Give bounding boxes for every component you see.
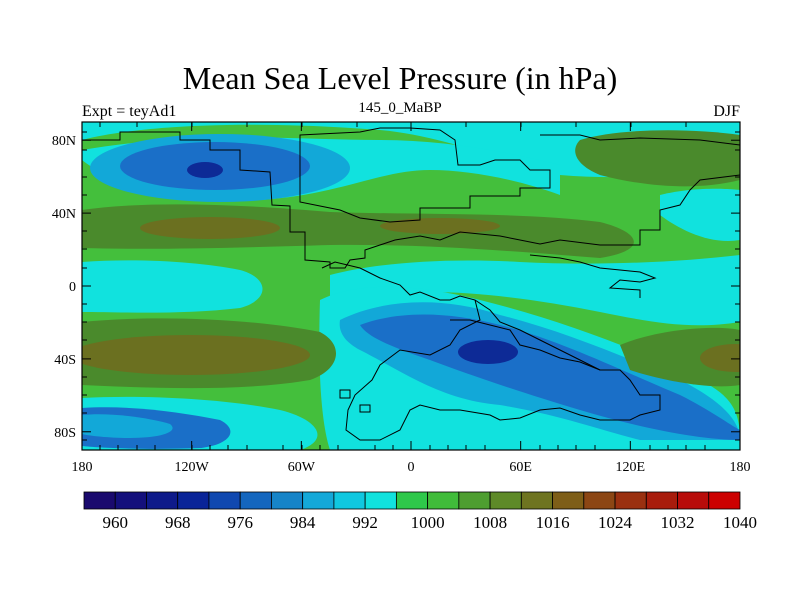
colorbar-swatch bbox=[395, 491, 429, 510]
contour-darkblue-north bbox=[187, 162, 223, 178]
colorbar-swatch bbox=[645, 491, 678, 510]
minor-ticks bbox=[82, 122, 740, 450]
coastlines bbox=[82, 127, 740, 441]
x-tick-label: 0 bbox=[408, 460, 415, 475]
colorbar-swatch bbox=[83, 491, 116, 510]
colorbar-label: 992 bbox=[352, 513, 378, 532]
colorbar-label: 1000 bbox=[411, 513, 445, 532]
contour-cyan-trop-west bbox=[82, 260, 263, 313]
colorbar-swatch bbox=[708, 491, 741, 510]
contour-cyan-trop-east bbox=[330, 255, 740, 326]
contour-blue-south bbox=[360, 314, 740, 440]
y-tick-label: 0 bbox=[69, 280, 76, 295]
colorbar-label: 976 bbox=[227, 513, 253, 532]
colorbar-label: 1016 bbox=[536, 513, 570, 532]
season-label: DJF bbox=[713, 103, 740, 120]
y-tick-label: 40S bbox=[54, 353, 76, 368]
colorbar-swatch bbox=[333, 491, 366, 510]
colorbar-swatch bbox=[427, 491, 460, 510]
colorbar-swatch bbox=[489, 491, 522, 510]
y-tick-label: 80S bbox=[54, 426, 76, 441]
colorbar-swatch bbox=[177, 491, 210, 510]
contour-sky-so bbox=[82, 414, 173, 438]
time-label: 145_0_MaBP bbox=[358, 100, 442, 116]
y-axis-ticks: 80N 40N 0 40S 80S bbox=[52, 134, 740, 441]
colorbar-swatch bbox=[677, 491, 710, 510]
colorbar-label: 984 bbox=[290, 513, 316, 532]
colorbar-label: 1024 bbox=[598, 513, 633, 532]
contour-cyan-north bbox=[82, 122, 740, 178]
x-tick-label: 60W bbox=[288, 460, 316, 475]
contour-cyan-ne bbox=[660, 188, 740, 241]
colorbar-swatch bbox=[552, 491, 585, 510]
colorbar-swatch bbox=[364, 491, 397, 510]
map-title: Mean Sea Level Pressure (in hPa) bbox=[182, 60, 618, 96]
contour-brown-40s bbox=[82, 335, 310, 375]
contour-brown-30n-2 bbox=[380, 218, 500, 234]
colorbar-swatch bbox=[614, 491, 647, 510]
colorbar-swatch bbox=[302, 491, 335, 510]
colorbar-label: 1040 bbox=[723, 513, 757, 532]
colorbar-label: 968 bbox=[165, 513, 191, 532]
pressure-field bbox=[82, 122, 740, 450]
y-tick-label: 40N bbox=[52, 207, 76, 222]
colorbar bbox=[83, 491, 741, 510]
x-tick-label: 180 bbox=[72, 460, 93, 475]
colorbar-swatch bbox=[583, 491, 616, 510]
contour-brown-30n bbox=[140, 217, 280, 239]
x-tick-label: 60E bbox=[509, 460, 532, 475]
colorbar-swatch bbox=[208, 491, 241, 510]
x-axis-ticks: 180 120W 60W 0 60E 120E 180 bbox=[72, 122, 751, 475]
colorbar-swatch bbox=[271, 491, 304, 510]
x-tick-label: 180 bbox=[730, 460, 751, 475]
contour-brown-40s-east bbox=[700, 344, 740, 372]
colorbar-swatch bbox=[239, 491, 272, 510]
colorbar-swatch bbox=[114, 491, 147, 510]
colorbar-label: 960 bbox=[102, 513, 128, 532]
colorbar-label: 1008 bbox=[473, 513, 507, 532]
x-tick-label: 120W bbox=[175, 460, 210, 475]
x-tick-label: 120E bbox=[616, 460, 646, 475]
experiment-label: Expt = teyAd1 bbox=[82, 103, 177, 120]
colorbar-swatch bbox=[520, 491, 553, 510]
colorbar-label: 1032 bbox=[661, 513, 695, 532]
contour-olive-40s-east bbox=[620, 327, 740, 387]
contour-darkblue-south bbox=[458, 340, 518, 364]
colorbar-labels: 960 968 976 984 992 1000 1008 1016 1024 1032 1040 bbox=[102, 513, 757, 532]
colorbar-swatch bbox=[146, 491, 179, 510]
colorbar-swatch bbox=[458, 491, 491, 510]
contour-olive-asia bbox=[575, 130, 740, 187]
y-tick-label: 80N bbox=[52, 134, 76, 149]
